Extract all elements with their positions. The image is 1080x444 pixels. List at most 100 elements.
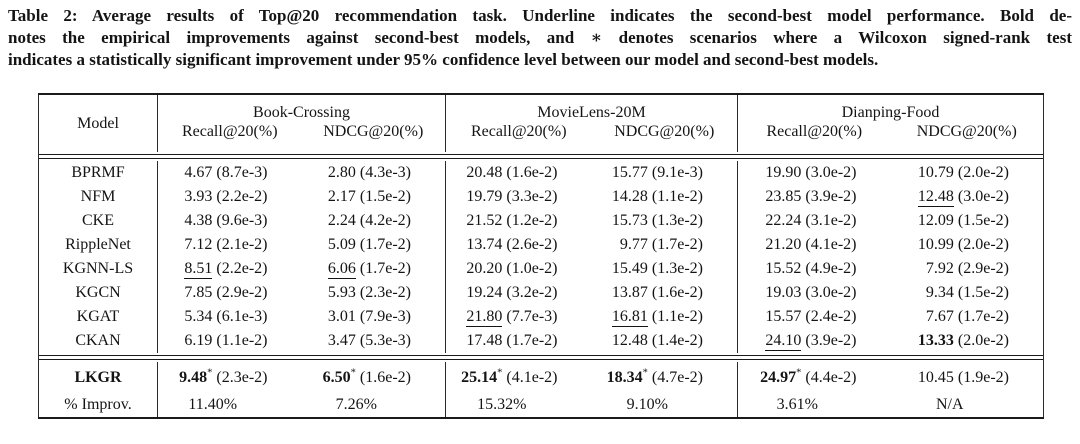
header-ml-ndcg: NDCG@20(%) [591, 123, 738, 153]
metric-value: 9.77 [619, 236, 648, 254]
metric-value-cell: 19.03 (3.0e-2) [738, 281, 891, 305]
metric-value-cell: 2.80 (4.3e-3) [301, 161, 446, 186]
std-dev-value: (9.6e-3) [216, 212, 268, 230]
std-dev-value: (1.7e-2) [506, 332, 558, 350]
metric-value: 20.20 [466, 260, 503, 278]
metric-value: 19.79 [466, 188, 503, 206]
metric-value-cell: 10.79 (2.0e-2) [891, 161, 1044, 185]
metric-value: 20.48 [466, 164, 503, 182]
metric-value: 19.03 [765, 284, 802, 302]
metric-value: 14.28 [611, 188, 648, 206]
std-dev-value: (1.5e-2) [957, 284, 1009, 302]
header-df-recall: Recall@20(%) [766, 123, 863, 141]
std-dev-value: (1.5e-2) [957, 212, 1009, 230]
metric-value-cell: 7.85 (2.9e-2) [158, 281, 302, 305]
model-name-cell: NFM [38, 185, 158, 210]
metric-value-cell: 6.19 (1.1e-2) [158, 329, 302, 353]
metric-value-cell: 7.12 (2.1e-2) [158, 233, 302, 257]
metric-value-cell: 24.10 (3.9e-2) [738, 329, 891, 353]
header-df-ndcg: NDCG@20(%) [916, 123, 1017, 141]
metric-value: 4.67 [184, 164, 213, 182]
metric-value: 12.09 [917, 212, 954, 230]
metric-value: 10.99 [917, 236, 954, 254]
best-value: 6.50 [322, 369, 351, 387]
metric-value-cell: 8.51 (2.2e-2) [158, 257, 302, 281]
metric-value: 5.34 [184, 308, 213, 326]
table-row: KGNN-LS 8.51 (2.2e-2) 6.06 (1.7e-2) 20.20 (… [38, 257, 1044, 282]
std-dev-value: (2.9e-2) [957, 260, 1009, 278]
metric-value: 19.24 [466, 284, 503, 302]
metric-value-cell: 23.85 (3.9e-2) [738, 185, 891, 209]
metric-value-cell: 21.52 (1.2e-2) [446, 209, 592, 233]
second-best-value: 16.81 [611, 308, 648, 327]
metric-value: 21.52 [466, 212, 503, 230]
std-dev-value: (9.1e-3) [651, 164, 703, 182]
caption-line-1: Table 2: Average results of Top@20 recom… [8, 6, 1072, 25]
std-dev-value: (1.6e-2) [506, 164, 558, 182]
metric-header-row: Recall@20(%) NDCG@20(%) Recall@20(%) NDC… [39, 123, 1044, 153]
std-dev-value: (3.9e-2) [805, 332, 857, 350]
std-dev-value: (1.7e-2) [651, 236, 703, 254]
metric-value: 2.80 [327, 164, 356, 182]
std-dev-value: (1.6e-2) [359, 369, 411, 387]
metric-value-cell: 17.48 (1.7e-2) [446, 329, 592, 353]
table-body: BPRMF 4.67 (8.7e-3) 2.80 (4.3e-3) 20.48 (1.… [38, 152, 1044, 419]
std-dev-value: (7.7e-3) [506, 308, 558, 326]
metric-value-cell: 10.45 (1.9e-2) [891, 362, 1044, 392]
std-dev-value: (1.9e-2) [957, 369, 1009, 387]
header-group-dianping-food: Dianping-Food [841, 104, 940, 122]
model-name-cell: KGCN [38, 281, 158, 306]
metric-value-cell: 9.77 (1.7e-2) [591, 233, 738, 258]
metric-value-cell: 7.92 (2.9e-2) [891, 257, 1044, 281]
second-best-value: 21.80 [466, 308, 503, 327]
metric-value-cell: 15.32% [446, 392, 592, 418]
metric-value: 5.93 [327, 284, 356, 302]
metric-value-cell: 15.57 (2.4e-2) [738, 305, 891, 329]
second-best-value: 24.10 [765, 332, 802, 351]
metric-value: 23.85 [765, 188, 802, 206]
caption-line-3: indicates a statistically significant im… [8, 49, 879, 69]
metric-value-cell: 7.26% [301, 392, 446, 419]
metric-value: 2.17 [327, 188, 356, 206]
metric-value: 6.19 [184, 332, 213, 350]
metric-value: 15.73 [611, 212, 648, 230]
metric-value: 15.77 [611, 164, 648, 182]
std-dev-value: (3.0e-2) [805, 284, 857, 302]
metric-value-cell: 18.34* (4.7e-2) [591, 362, 738, 393]
metric-value: 3.47 [327, 332, 356, 350]
metric-value: 10.45 [917, 369, 954, 387]
table-row: KGAT 5.34 (6.1e-3) 3.01 (7.9e-3) 21.80 (7.7… [38, 305, 1044, 330]
std-dev-value: (4.9e-2) [805, 260, 857, 278]
std-dev-value: (4.1e-2) [506, 369, 558, 387]
metric-value-cell: 12.48 (3.0e-2) [891, 185, 1044, 209]
metric-value-cell: 15.77 (9.1e-3) [591, 161, 738, 186]
metric-value-cell: 3.47 (5.3e-3) [301, 329, 446, 354]
header-ml-recall: Recall@20(%) [470, 123, 567, 141]
model-name-cell: LKGR [38, 362, 158, 393]
metric-value-cell: 25.14* (4.1e-2) [446, 362, 592, 392]
metric-value-cell: 12.09 (1.5e-2) [891, 209, 1044, 233]
std-dev-value: (1.3e-2) [651, 260, 703, 278]
std-dev-value: (2.6e-2) [506, 236, 558, 254]
header-group-movielens-20m: MovieLens-20M [445, 94, 738, 124]
metric-value-cell: 2.17 (1.5e-2) [301, 185, 446, 210]
metric-value: 12.48 [611, 332, 648, 350]
metric-value-cell: 10.99 (2.0e-2) [891, 233, 1044, 257]
table-row: % Improv. 11.40% 7.26% 15.32% 9.10% 3.61% N/A [38, 392, 1044, 419]
metric-value-cell: 7.67 (1.7e-2) [891, 305, 1044, 329]
metric-value: 19.90 [765, 164, 802, 182]
model-name-cell: RippleNet [38, 233, 158, 258]
table-row: RippleNet 7.12 (2.1e-2) 5.09 (1.7e-2) 13.74… [38, 233, 1044, 258]
metric-value: 21.20 [765, 236, 802, 254]
metric-value-cell: 15.52 (4.9e-2) [738, 257, 891, 281]
std-dev-value: (1.1e-2) [651, 308, 703, 326]
best-value: 18.34 [606, 369, 643, 387]
metric-value-cell: 4.67 (8.7e-3) [158, 161, 302, 185]
table-row: KGCN 7.85 (2.9e-2) 5.93 (2.3e-2) 19.24 (3.2… [38, 281, 1044, 306]
std-dev-value: (4.4e-2) [805, 369, 857, 387]
double-rule-line [39, 154, 1043, 160]
std-dev-value: (1.5e-2) [359, 188, 411, 206]
metric-value-cell: 15.49 (1.3e-2) [591, 257, 738, 282]
best-value: 9.48 [179, 369, 208, 387]
metric-value-cell: 12.48 (1.4e-2) [591, 329, 738, 354]
